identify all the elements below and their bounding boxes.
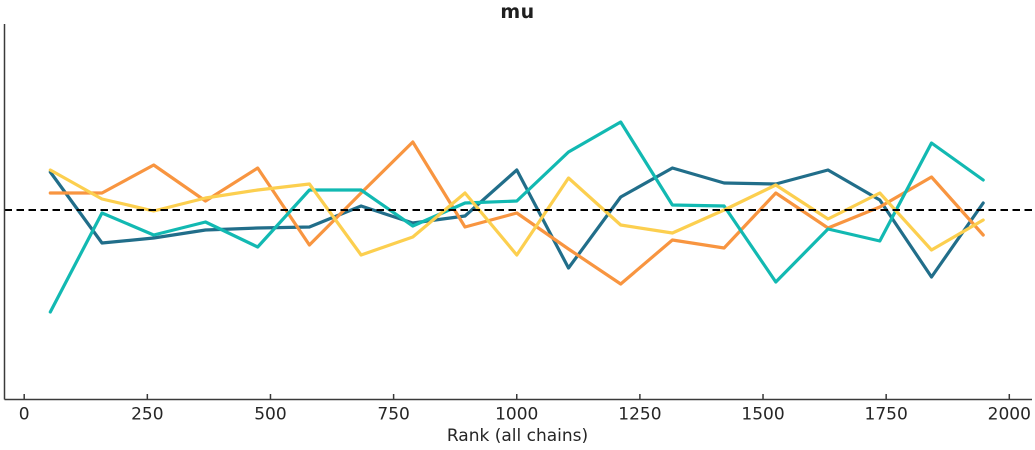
plot-title: mu [500,1,535,23]
x-tick-label: 2000 [988,405,1031,425]
x-tick-label: 1500 [741,405,784,425]
x-tick-label: 750 [377,405,409,425]
chain-line-chain-4 [48,168,985,257]
x-axis-label: Rank (all chains) [446,426,589,446]
x-tick-label: 1000 [495,405,538,425]
x-tick-label: 1750 [865,405,908,425]
chain-line-chain-1 [48,166,985,279]
x-tick-label: 0 [19,405,30,425]
x-tick-label: 1250 [618,405,661,425]
chain-line-chain-3 [48,120,985,314]
x-tick-label: 250 [131,405,163,425]
x-tick-label: 500 [254,405,286,425]
